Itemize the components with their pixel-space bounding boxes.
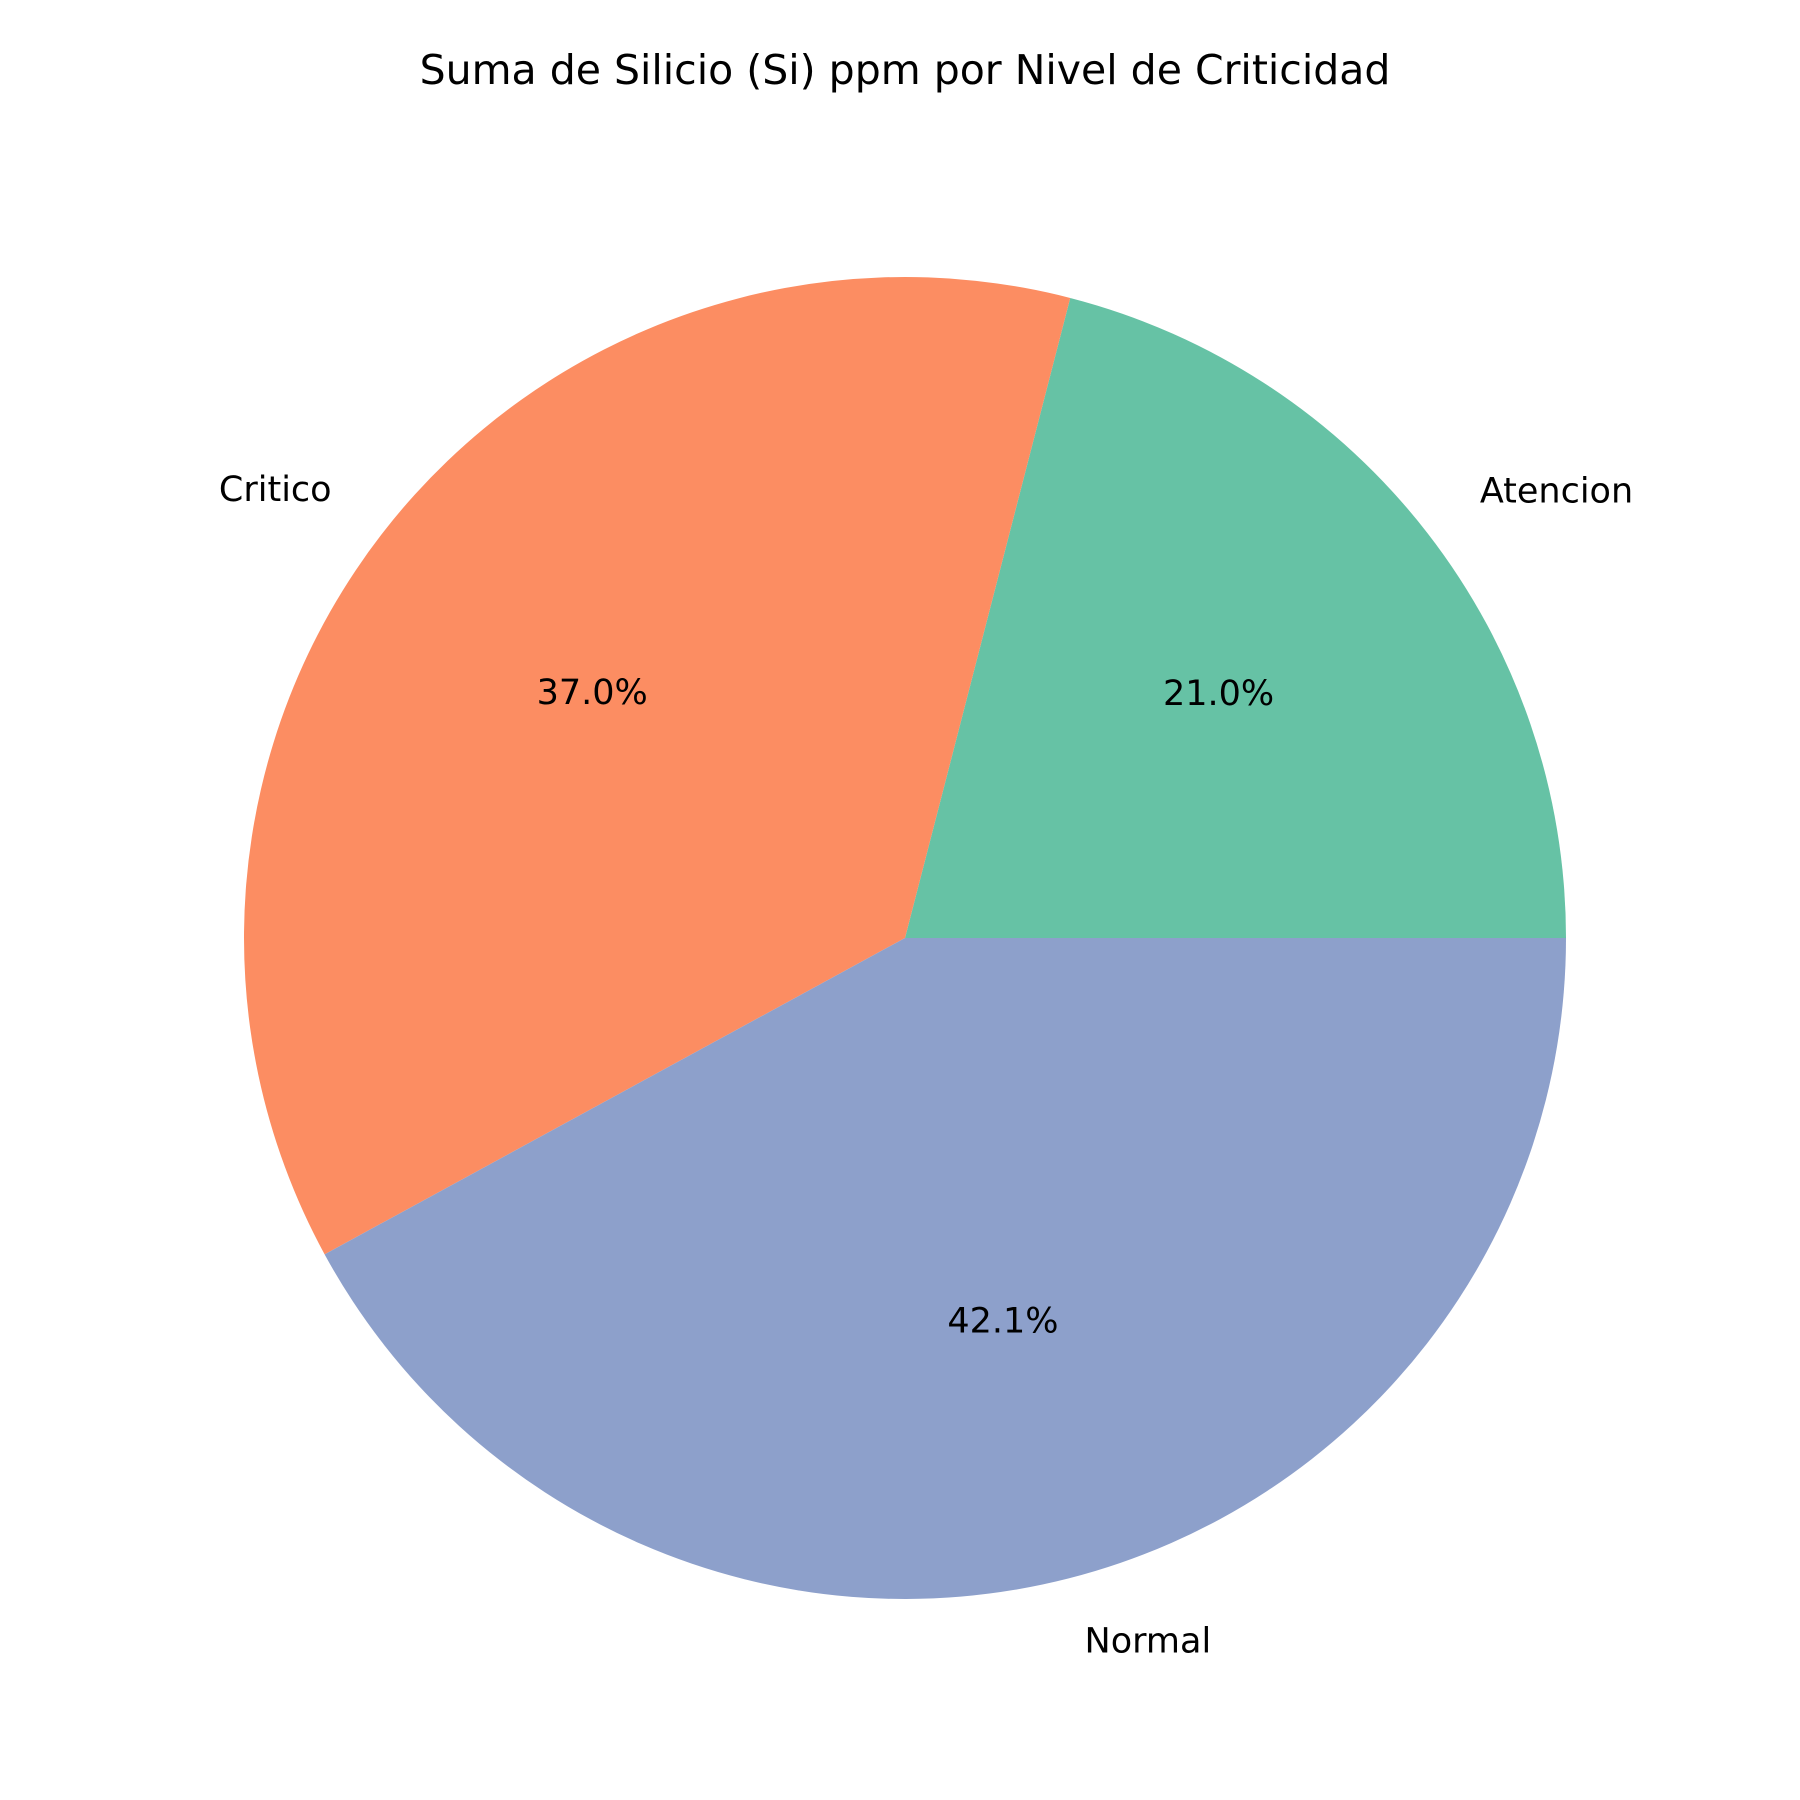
chart-title: Suma de Silicio (Si) ppm por Nivel de Cr… (420, 46, 1391, 94)
slice-label-atencion: Atencion (1480, 472, 1633, 512)
pie-slice-critico (244, 277, 1071, 1255)
slice-percent-normal: 42.1% (947, 1301, 1058, 1341)
pie-slices (244, 277, 1566, 1599)
slice-label-normal: Normal (1085, 1622, 1212, 1662)
pie-slice-normal (324, 938, 1566, 1599)
pie-slice-atencion (905, 297, 1566, 938)
slice-percent-critico: 37.0% (537, 673, 648, 713)
slice-label-critico: Critico (219, 470, 332, 510)
slice-percent-atencion: 21.0% (1163, 674, 1274, 714)
pie-labels: Atencion 21.0% Critico 37.0% Normal 42.1% (219, 470, 1633, 1662)
